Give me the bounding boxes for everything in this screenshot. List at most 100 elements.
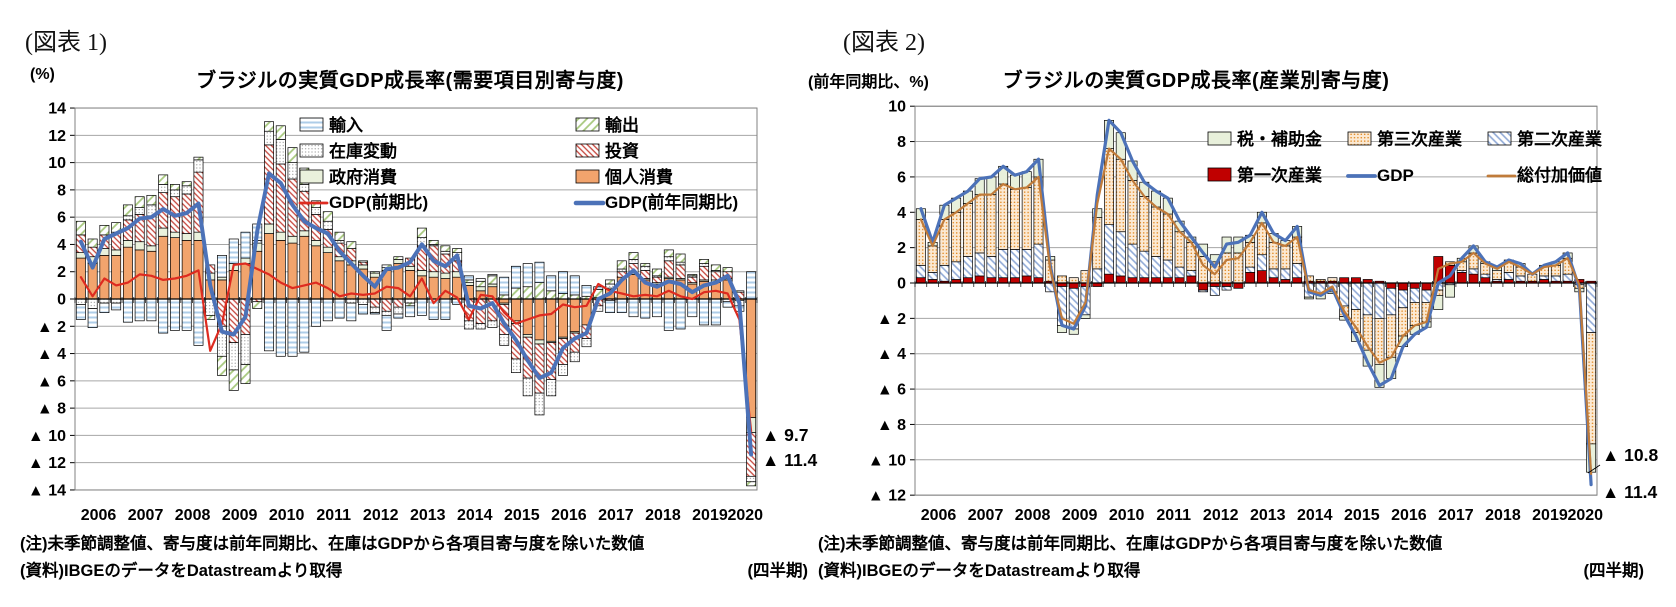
svg-text:総付加価値: 総付加価値 xyxy=(1517,165,1602,185)
chart2-source-line: (資料)IBGEのデータをDatastreamより取得 xyxy=(818,562,1141,580)
svg-text:2006: 2006 xyxy=(921,507,957,524)
figure2-label: (図表 2) xyxy=(843,30,925,56)
chart2-notes: (注)未季節調整値、寄与度は前年同期比、在庫はGDPから各項目寄与度を除いた数値… xyxy=(818,531,1644,585)
svg-text:10: 10 xyxy=(888,99,906,116)
chart1-y-axis-unit: (%) xyxy=(30,66,55,83)
y-axis-labels: ▲ 14 ▲ 12 ▲ 10 ▲ 8 ▲ 6 ▲ 4 ▲ 2 0 2 4 6 8 10 12 14 xyxy=(28,101,66,500)
svg-text:在庫変動: 在庫変動 xyxy=(329,141,397,161)
svg-text:GDP(前年同期比): GDP(前年同期比) xyxy=(605,192,738,212)
figure1-label: (図表 1) xyxy=(25,30,107,56)
svg-text:▲ 4: ▲ 4 xyxy=(877,346,906,363)
bar-series xyxy=(915,148,1597,445)
svg-text:2017: 2017 xyxy=(598,507,634,524)
svg-text:4: 4 xyxy=(57,237,66,254)
svg-text:▲ 4: ▲ 4 xyxy=(37,346,66,363)
svg-text:6: 6 xyxy=(57,210,66,227)
svg-text:2015: 2015 xyxy=(504,507,540,524)
svg-text:投資: 投資 xyxy=(605,141,639,161)
svg-text:2017: 2017 xyxy=(1438,507,1474,524)
svg-text:2007: 2007 xyxy=(968,507,1004,524)
chart1-note-line: (注)未季節調整値、寄与度は前年同期比、在庫はGDPから各項目寄与度を除いた数値 xyxy=(20,535,645,553)
svg-text:2016: 2016 xyxy=(551,507,587,524)
svg-text:2014: 2014 xyxy=(1297,507,1333,524)
svg-text:2011: 2011 xyxy=(1156,507,1191,524)
svg-text:2012: 2012 xyxy=(1203,507,1239,524)
svg-text:▲ 12: ▲ 12 xyxy=(28,455,66,472)
svg-text:2018: 2018 xyxy=(645,507,681,524)
svg-text:▲ 8: ▲ 8 xyxy=(37,401,66,418)
stacked-bars xyxy=(915,119,1597,473)
svg-text:12: 12 xyxy=(48,128,66,145)
zero-axis xyxy=(74,297,758,303)
svg-text:2: 2 xyxy=(57,264,66,281)
svg-text:2018: 2018 xyxy=(1485,507,1521,524)
svg-text:8: 8 xyxy=(57,182,66,199)
chart1-source-line: (資料)IBGEのデータをDatastreamより取得 xyxy=(20,562,343,580)
svg-text:2020: 2020 xyxy=(1567,507,1603,524)
svg-text:2019: 2019 xyxy=(1532,507,1568,524)
svg-text:2006: 2006 xyxy=(81,507,117,524)
svg-text:▲ 10: ▲ 10 xyxy=(28,428,66,445)
svg-text:2020: 2020 xyxy=(727,507,763,524)
svg-text:▲ 9.7: ▲ 9.7 xyxy=(762,425,809,445)
bar-series xyxy=(75,130,757,483)
chart2-note-line: (注)未季節調整値、寄与度は前年同期比、在庫はGDPから各項目寄与度を除いた数値 xyxy=(818,535,1443,553)
x-axis-year-labels: 2006 2007 2008 2009 2010 2011 2012 2013 2014 2015… xyxy=(81,507,763,524)
svg-text:10: 10 xyxy=(48,155,66,172)
chart1-frequency-label: (四半期) xyxy=(747,562,809,580)
x-axis-year-labels: 2006 2007 2008 2009 2010 2011 2012 2013 2014 2015… xyxy=(921,507,1603,524)
annotations: ▲ 9.7 ▲ 11.4 xyxy=(762,425,818,470)
svg-text:▲ 6: ▲ 6 xyxy=(877,382,906,399)
svg-text:GDP(前期比): GDP(前期比) xyxy=(329,192,428,212)
svg-text:2010: 2010 xyxy=(269,507,305,524)
zero-axis xyxy=(914,281,1598,287)
svg-text:第二次産業: 第二次産業 xyxy=(1517,129,1602,149)
svg-text:個人消費: 個人消費 xyxy=(604,167,673,187)
svg-text:▲ 2: ▲ 2 xyxy=(37,319,66,336)
svg-text:2008: 2008 xyxy=(1015,507,1051,524)
svg-text:政府消費: 政府消費 xyxy=(329,167,397,187)
svg-text:0: 0 xyxy=(897,276,906,293)
svg-text:第一次産業: 第一次産業 xyxy=(1237,165,1322,185)
gdp-industry-contribution-chart: ▲ 12 ▲ 10 ▲ 8 ▲ 6 ▲ 4 ▲ 2 0 2 4 6 8 10 2006 2007 2008 2… xyxy=(868,99,1659,524)
svg-text:▲ 14: ▲ 14 xyxy=(28,482,66,499)
svg-text:2015: 2015 xyxy=(1344,507,1380,524)
svg-text:2011: 2011 xyxy=(316,507,351,524)
svg-text:▲ 2: ▲ 2 xyxy=(877,311,906,328)
svg-text:2008: 2008 xyxy=(175,507,211,524)
svg-text:▲ 10: ▲ 10 xyxy=(868,452,906,469)
plot-border xyxy=(914,105,1598,496)
svg-text:0: 0 xyxy=(57,292,66,309)
svg-text:6: 6 xyxy=(897,169,906,186)
svg-text:▲ 11.4: ▲ 11.4 xyxy=(762,450,818,470)
svg-text:8: 8 xyxy=(897,134,906,151)
svg-text:2009: 2009 xyxy=(222,507,258,524)
chart2-y-axis-unit: (前年同期比、%) xyxy=(808,74,929,91)
y-axis-labels: ▲ 12 ▲ 10 ▲ 8 ▲ 6 ▲ 4 ▲ 2 0 2 4 6 8 10 xyxy=(868,99,906,505)
svg-text:2009: 2009 xyxy=(1062,507,1098,524)
annotations: ▲ 10.8 ▲ 11.4 xyxy=(1587,445,1659,502)
svg-text:2019: 2019 xyxy=(692,507,728,524)
svg-text:輸出: 輸出 xyxy=(605,115,639,135)
svg-text:2014: 2014 xyxy=(457,507,493,524)
line-series xyxy=(78,171,754,457)
svg-text:第三次産業: 第三次産業 xyxy=(1377,129,1462,149)
svg-text:▲ 8: ▲ 8 xyxy=(877,417,906,434)
svg-text:輸入: 輸入 xyxy=(329,115,363,135)
chart2-title: ブラジルの実質GDP成長率(産業別寄与度) xyxy=(1002,70,1390,92)
gdp-demand-contribution-chart: ▲ 14 ▲ 12 ▲ 10 ▲ 8 ▲ 6 ▲ 4 ▲ 2 0 2 4 6 8 10 12 14 2006 2… xyxy=(28,101,818,524)
svg-text:▲ 11.4: ▲ 11.4 xyxy=(1602,482,1658,502)
svg-text:▲ 6: ▲ 6 xyxy=(37,373,66,390)
svg-text:14: 14 xyxy=(48,101,66,118)
svg-text:GDP: GDP xyxy=(1377,166,1414,185)
svg-text:2007: 2007 xyxy=(128,507,164,524)
svg-text:▲ 12: ▲ 12 xyxy=(868,488,906,505)
svg-text:2016: 2016 xyxy=(1391,507,1427,524)
line-series xyxy=(919,118,1593,487)
svg-text:2013: 2013 xyxy=(1250,507,1286,524)
svg-text:4: 4 xyxy=(897,205,906,222)
svg-text:2: 2 xyxy=(897,240,906,257)
